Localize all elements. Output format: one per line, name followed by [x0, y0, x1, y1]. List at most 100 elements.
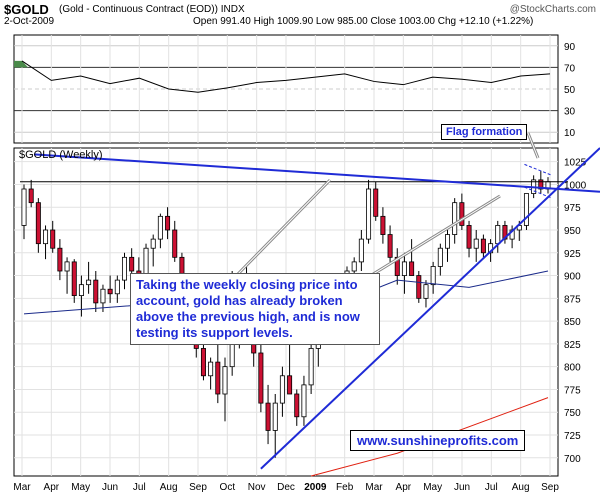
support-trendline	[260, 147, 600, 470]
open-label: Open	[193, 16, 218, 27]
x-tick-label: Sep	[541, 482, 559, 493]
candle-down	[107, 288, 113, 295]
price-tick-label: 750	[564, 408, 581, 419]
x-tick-label: Mar	[365, 482, 383, 493]
x-tick-label: Aug	[512, 482, 530, 493]
open-value: 991.40	[220, 16, 251, 27]
candle-up	[301, 384, 307, 418]
x-tick-label: Jun	[454, 482, 470, 493]
candle-down	[265, 402, 271, 431]
resistance-trendline	[33, 153, 600, 193]
candle-up	[366, 188, 372, 240]
x-tick-label: 2009	[304, 482, 327, 493]
flag-pointer-inner	[527, 132, 539, 159]
x-tick-label: Mar	[13, 482, 31, 493]
candle-up	[437, 247, 443, 267]
rsi-tick-label: 70	[564, 63, 576, 74]
rsi-line	[21, 60, 551, 93]
ohlc-readout: Open 991.40 High 1009.90 Low 985.00 Clos…	[193, 16, 533, 27]
high-label: High	[253, 16, 275, 27]
price-tick-label: 1000	[564, 180, 587, 191]
rsi-tick-label: 90	[564, 42, 576, 53]
candle-up	[100, 288, 106, 304]
candle-down	[387, 234, 393, 258]
flag-formation-label: Flag formation	[441, 124, 528, 140]
candle-down	[538, 179, 544, 190]
candle-down	[409, 261, 415, 276]
high-value: 1009.90	[276, 16, 314, 27]
candle-up	[452, 202, 458, 235]
x-tick-label: Apr	[396, 482, 412, 493]
x-tick-label: Nov	[248, 482, 266, 493]
analysis-note: Taking the weekly closing price into acc…	[130, 273, 380, 345]
candle-down	[50, 229, 56, 249]
price-tick-label: 700	[564, 454, 581, 465]
candle-up	[150, 238, 156, 249]
x-tick-label: Apr	[44, 482, 60, 493]
price-tick-label: 725	[564, 431, 581, 442]
candle-down	[35, 202, 41, 245]
candle-down	[129, 256, 135, 272]
candle-down	[380, 215, 386, 235]
website-label: www.sunshineprofits.com	[350, 430, 526, 451]
chart-symbol: $GOLD	[4, 2, 49, 17]
candle-up	[86, 279, 92, 286]
candle-down	[200, 348, 206, 377]
x-tick-label: Dec	[277, 482, 295, 493]
candle-down	[258, 352, 264, 404]
candle-down	[416, 275, 422, 299]
note-pointer-left-inner	[235, 179, 331, 277]
candle-up	[523, 193, 529, 226]
candle-up	[222, 366, 228, 395]
price-tick-label: 925	[564, 249, 581, 260]
candle-down	[480, 238, 486, 254]
candle-down	[294, 393, 300, 418]
candle-up	[21, 188, 27, 226]
x-tick-label: Sep	[189, 482, 207, 493]
candle-up	[43, 229, 49, 245]
price-tick-label: 900	[564, 272, 581, 283]
candle-up	[64, 261, 70, 272]
candle-down	[28, 188, 34, 204]
low-value: 985.00	[337, 16, 368, 27]
candle-down	[373, 188, 379, 217]
candle-down	[287, 375, 293, 395]
candle-up	[121, 256, 127, 281]
close-label: Close	[370, 16, 397, 27]
rsi-overbought-fill	[14, 60, 28, 68]
candle-up	[308, 348, 314, 386]
price-tick-label: 850	[564, 317, 581, 328]
rsi-tick-label: 10	[564, 128, 576, 139]
candle-down	[215, 361, 221, 395]
price-tick-label: 1025	[564, 158, 587, 169]
candle-up	[423, 284, 429, 299]
candle-down	[466, 225, 472, 249]
x-tick-label: Feb	[336, 482, 354, 493]
rsi-tick-label: 50	[564, 85, 576, 96]
chart-description: (Gold - Continuous Contract (EOD)) INDX	[59, 4, 245, 15]
x-tick-label: Jul	[485, 482, 498, 493]
low-label: Low	[315, 16, 335, 27]
candle-up	[358, 238, 364, 263]
price-tick-label: 825	[564, 340, 581, 351]
price-tick-label: 975	[564, 203, 581, 214]
chg-value: +12.10 (+1.22%)	[458, 16, 534, 27]
price-tick-label: 950	[564, 226, 581, 237]
x-tick-label: Jul	[133, 482, 146, 493]
chart-date: 2-Oct-2009	[4, 16, 55, 27]
x-tick-label: Oct	[220, 482, 236, 493]
price-panel-label: $GOLD (Weekly)	[19, 149, 103, 161]
candle-up	[272, 402, 278, 431]
candle-down	[165, 215, 171, 231]
candle-down	[57, 247, 63, 272]
x-tick-label: May	[71, 482, 90, 493]
candle-up	[473, 238, 479, 249]
stockcharts-watermark: @StockCharts.com	[509, 4, 596, 15]
chg-label: Chg	[437, 16, 457, 27]
candle-down	[459, 202, 465, 226]
x-tick-label: Aug	[160, 482, 178, 493]
candle-up	[114, 279, 120, 295]
price-tick-label: 775	[564, 385, 581, 396]
candle-up	[445, 234, 451, 249]
candle-up	[208, 361, 214, 377]
